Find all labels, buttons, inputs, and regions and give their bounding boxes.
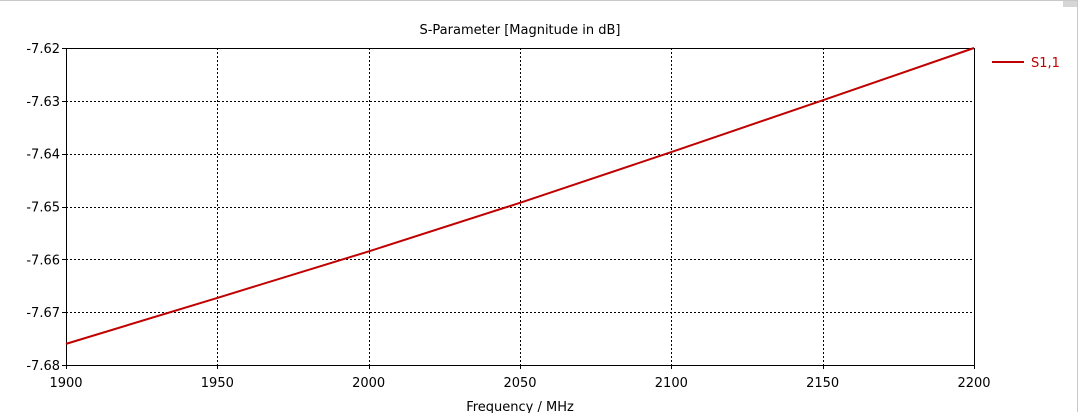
window-corner-grip	[1063, 1, 1077, 7]
legend-label: S1,1	[1031, 56, 1060, 71]
x-axis-title: Frequency / MHz	[466, 400, 574, 413]
y-tick-label: -7.65	[26, 201, 60, 216]
x-tick-label: 1950	[201, 376, 234, 391]
chart-title: S-Parameter [Magnitude in dB]	[419, 23, 620, 38]
y-tick-label: -7.62	[26, 42, 60, 57]
x-tick-label: 2050	[503, 376, 536, 391]
x-tick-label: 1900	[49, 376, 82, 391]
x-tick-label: 2200	[957, 376, 990, 391]
axis-ticks	[62, 48, 975, 369]
x-tick-label: 2000	[352, 376, 385, 391]
y-tick-label: -7.67	[26, 306, 60, 321]
x-tick-label: 2150	[806, 376, 839, 391]
series-lines	[65, 47, 975, 345]
y-tick-label: -7.64	[26, 148, 60, 163]
x-tick-labels: 1900 1950 2000 2050 2100 2150 2200	[49, 376, 990, 391]
legend: S1,1	[992, 56, 1060, 71]
y-tick-label: -7.66	[26, 253, 60, 268]
y-tick-labels: -7.62 -7.63 -7.64 -7.65 -7.66 -7.67 -7.68	[26, 42, 60, 374]
series-line-s11	[65, 47, 975, 345]
y-tick-label: -7.68	[26, 359, 60, 374]
x-tick-label: 2100	[655, 376, 688, 391]
y-tick-label: -7.63	[26, 95, 60, 110]
grid-lines	[66, 48, 974, 365]
